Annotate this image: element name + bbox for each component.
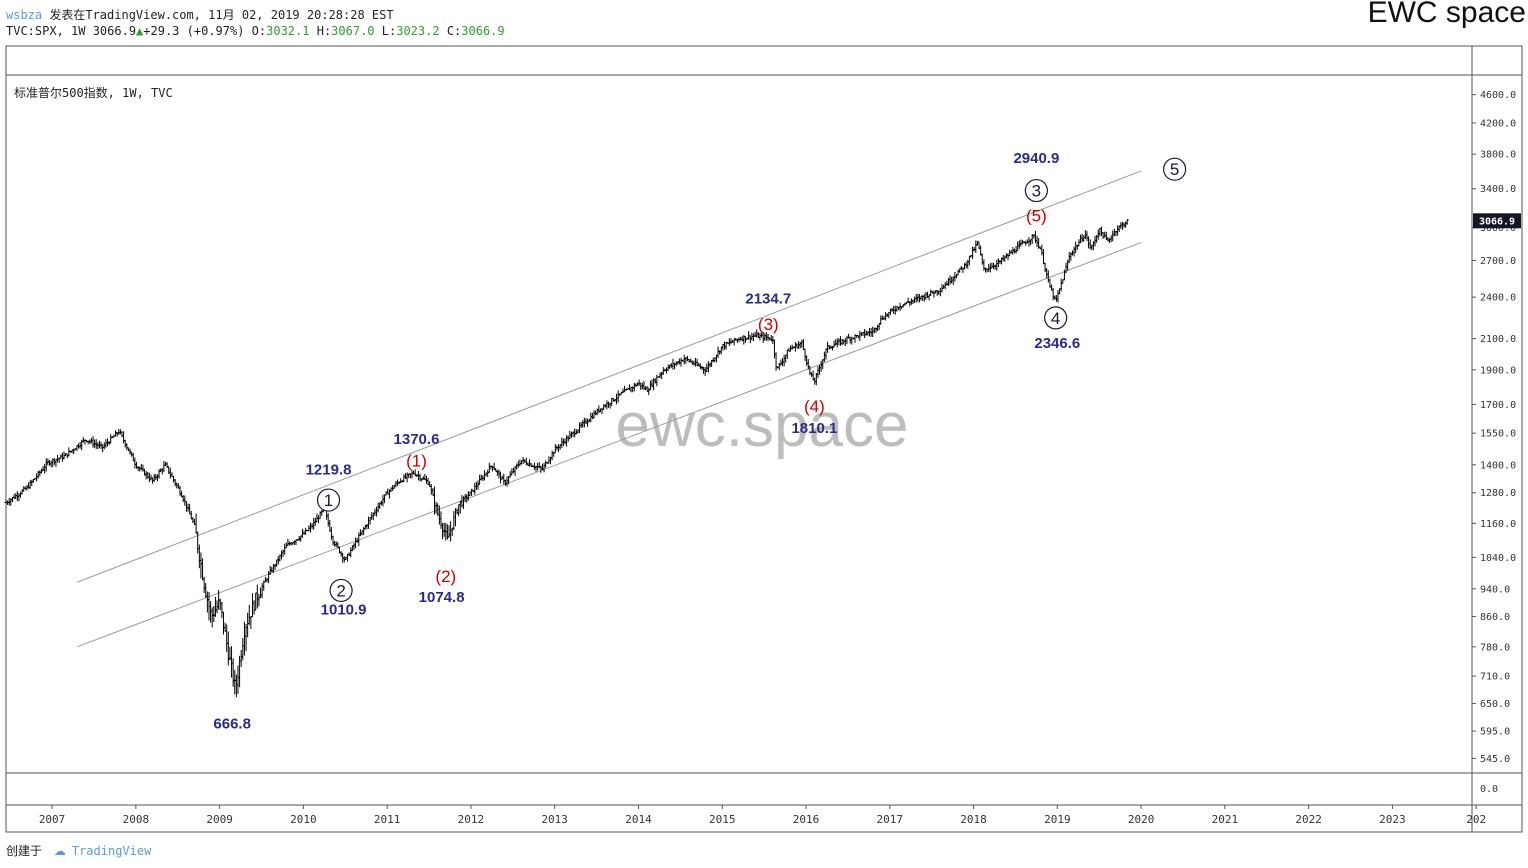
x-tick-label: 2022 [1295,813,1322,826]
y-tick-label: 1160.0 [1480,519,1516,530]
price-change: +29.3 (+0.97%) [143,24,245,38]
wave-circle-5 [1163,157,1187,181]
y-tick-label: 3800.0 [1480,150,1516,161]
y-tick-label: 650.0 [1480,699,1510,710]
x-tick-label: 2009 [206,813,233,826]
y-tick-label: 595.0 [1480,727,1510,738]
x-tick-label: 2012 [458,813,485,826]
ohlc-line: TVC:SPX, 1W 3066.9▲+29.3 (+0.97%) O:3032… [6,24,505,38]
wave-circle-4 [1044,306,1068,330]
x-tick-label: 2020 [1128,813,1155,826]
price-label-p2-price: 1074.8 [419,589,465,606]
x-tick-label: 2013 [541,813,568,826]
created-with-label: 创建于 [6,844,43,858]
tradingview-logo-icon[interactable]: ☁ [53,844,66,858]
price-bars [4,219,1129,698]
low-label: L: [381,24,397,38]
y-tick-label: 3400.0 [1480,184,1516,195]
y-tick-label: 1040.0 [1480,553,1516,564]
x-tick-label: 2016 [793,813,820,826]
y-tick-label: 2100.0 [1480,334,1516,345]
price-label-w2-price: 1010.9 [321,601,367,618]
y-tick-label: 860.0 [1480,612,1510,623]
x-tick-label: 2023 [1379,813,1406,826]
last-price-tag: 3066.9 [1473,213,1521,229]
watermark: ewc.space [616,391,909,460]
time-axis[interactable]: 2007 2008 2009 2010 2011 2012 2013 2014 2015 2016… [39,805,1486,826]
wave-circle-3 [1024,178,1048,203]
close-label: C: [446,24,462,38]
y-tick-label: 3000.0 [1480,223,1516,234]
wave-label-w5: 5 [1170,160,1179,179]
y-tick-label: 940.0 [1480,584,1510,595]
low-value: 3023.2 [396,24,440,38]
price-label-w1-price: 1219.8 [306,461,352,478]
wave-label-w1: 1 [324,491,333,510]
publish-line: wsbza 发表在TradingView.com, 11月 02, 2019 2… [6,6,394,23]
wave-label-p5: (5) [1026,206,1047,225]
symbol-info: TVC:SPX, 1W 3066.9 [6,24,137,38]
up-arrow-icon: ▲ [136,24,144,38]
price-label-w3-price: 2940.9 [1013,150,1059,167]
tradingview-logo-text[interactable]: TradingView [71,844,152,858]
y-tick-label: 1280.0 [1480,488,1516,499]
brand-title: EWC space [1367,0,1526,29]
x-tick-label: 2011 [374,813,401,826]
wave-label-p1: (1) [406,451,427,470]
x-tick-label: 2007 [39,813,66,826]
x-tick-label: 2014 [625,813,652,826]
last-price-bg [1473,213,1521,229]
x-tick-label: 2008 [123,813,150,826]
symbol-title: 标准普尔500指数, 1W, TVC [14,85,173,100]
close-value: 3066.9 [461,24,505,38]
y-tick-label: 2700.0 [1480,256,1516,267]
channel-lower-line [77,242,1142,648]
wave-label-w4: 4 [1051,309,1060,328]
chart-frame [5,45,1523,833]
y-tick-label: 2400.0 [1480,293,1516,304]
wave-label-w2: 2 [336,581,345,600]
x-tick-label: 202 [1466,813,1486,826]
y-tick-label: 780.0 [1480,642,1510,653]
author-link[interactable]: wsbza [6,8,43,22]
y-tick-label: 1550.0 [1480,429,1516,440]
channel-upper-line [77,170,1142,583]
price-label-p4-price: 1810.1 [791,420,837,437]
last-price-label: 3066.9 [1479,216,1515,227]
x-tick-label: 2010 [290,813,317,826]
open-value: 3032.1 [266,24,310,38]
y-tick-label: 1900.0 [1480,365,1516,376]
y-tick-label: 1400.0 [1480,460,1516,471]
high-label: H: [316,24,332,38]
price-label-low-2009: 666.8 [213,715,251,732]
y-tick-label: 4200.0 [1480,118,1516,129]
wave-circle-2 [329,578,353,603]
x-tick-label: 2021 [1212,813,1239,826]
y-tick-label: 710.0 [1480,672,1510,683]
x-tick-label: 2017 [877,813,904,826]
x-tick-label: 2019 [1044,813,1071,826]
volume-axis-tick: 0.0 [1480,784,1498,795]
y-tick-label: 4600.0 [1480,90,1516,101]
open-label: O: [251,24,267,38]
y-tick-label: 545.0 [1480,754,1510,765]
price-label-p1-price: 1370.6 [394,431,440,448]
footer: 创建于 ☁ TradingView [6,842,151,859]
publish-info: 发表在TradingView.com, 11月 02, 2019 20:28:2… [49,8,394,22]
high-value: 3067.0 [331,24,375,38]
x-tick-label: 2018 [960,813,987,826]
wave-label-p4: (4) [804,397,825,416]
trend-channel[interactable] [77,170,1142,648]
wave-label-p3: (3) [758,315,779,334]
y-tick-label: 1700.0 [1480,400,1516,411]
price-label-w4-price: 2346.6 [1034,335,1080,352]
x-tick-label: 2015 [709,813,736,826]
price-axis[interactable]: 4600.0 4200.0 3800.0 3400.0 3000.0 2700.0 2400… [1472,90,1516,765]
wave-label-w3: 3 [1032,182,1041,201]
price-label-p3-price: 2134.7 [745,290,791,307]
wave-circle-1 [316,488,341,512]
wave-label-p2: (2) [435,567,456,586]
